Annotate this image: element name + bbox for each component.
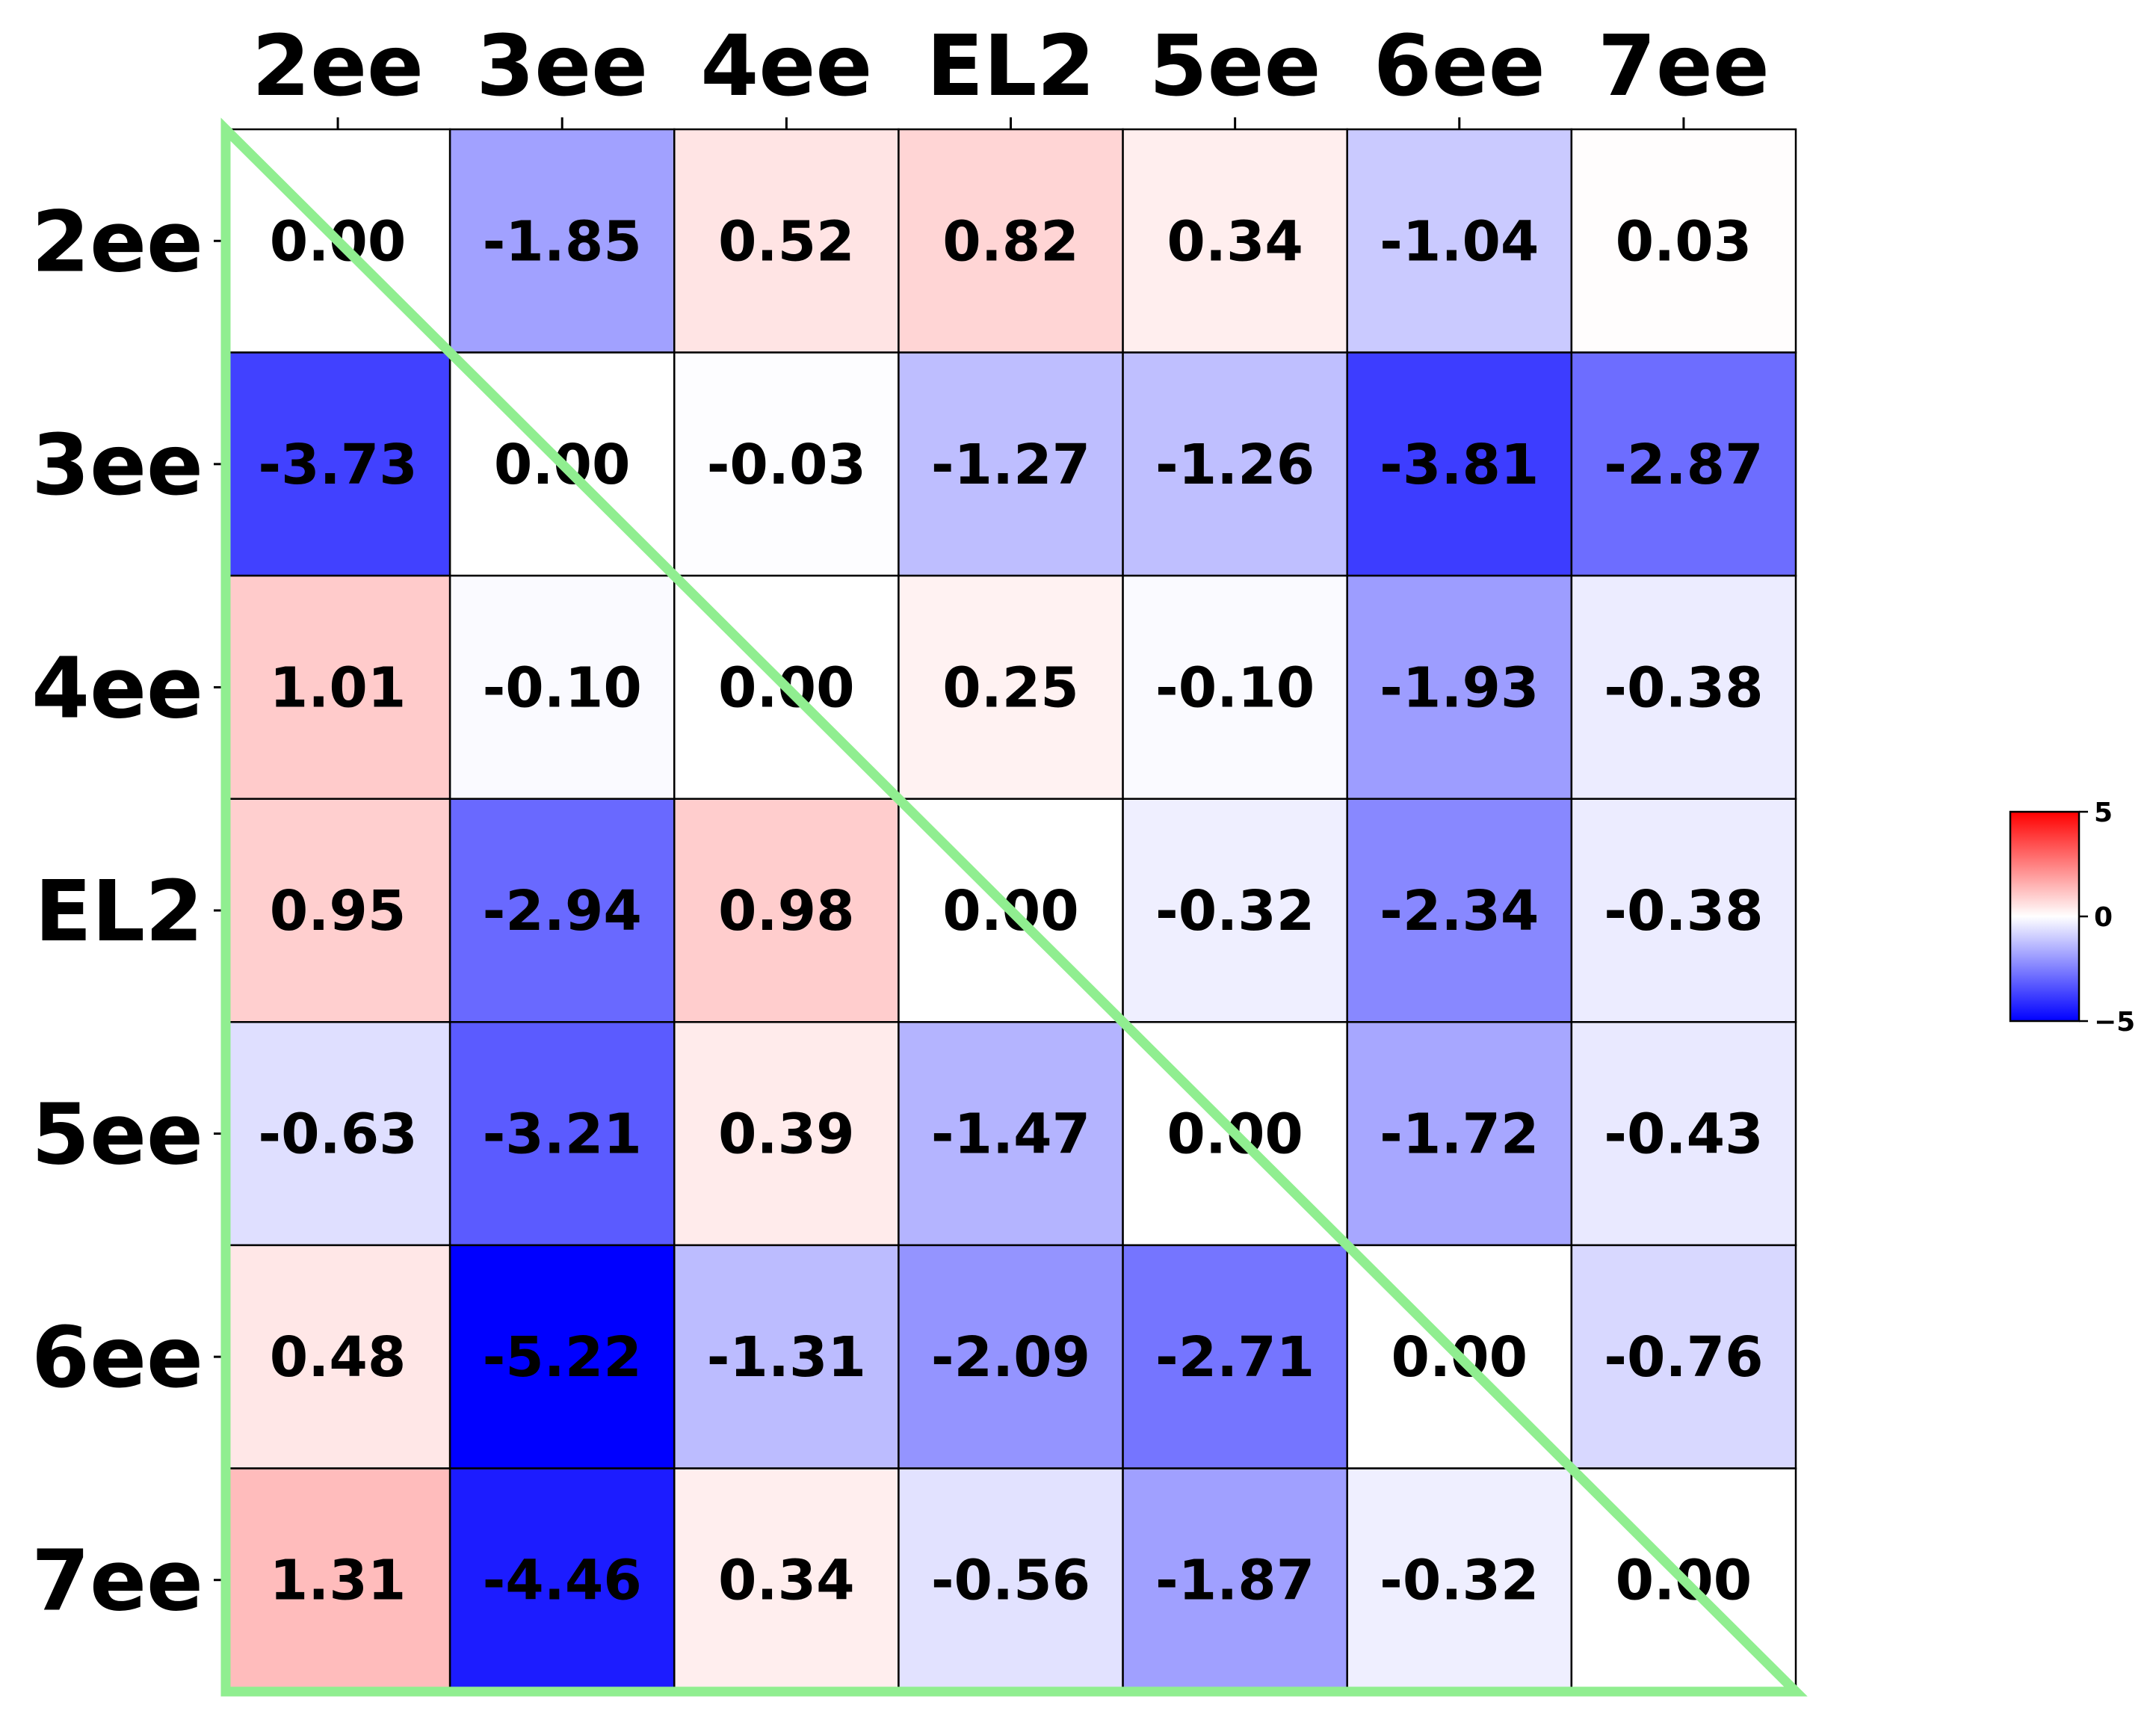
x-tick-label: 7ee	[1598, 18, 1770, 115]
cell-value-label: -1.87	[1155, 1549, 1315, 1613]
heatmap-cell-6ee-EL2	[898, 1244, 1124, 1470]
heatmap-cell-4ee-3ee	[448, 574, 676, 800]
heatmap-cell-7ee-EL2	[898, 1467, 1124, 1693]
heatmap-cell-7ee-4ee	[673, 1467, 900, 1693]
cell-value-label: -2.94	[483, 879, 642, 943]
cell-value-label: -0.56	[931, 1549, 1090, 1613]
heatmap-cell-6ee-5ee	[1122, 1244, 1348, 1470]
cell-value-label: 0.48	[270, 1325, 407, 1390]
cell-value-label: -1.27	[931, 433, 1090, 497]
cell-value-label: 0.34	[1167, 209, 1303, 274]
heatmap-cell-5ee-2ee	[224, 1021, 451, 1247]
cell-value-label: -0.43	[1604, 1103, 1763, 1167]
cell-value-label: -1.26	[1155, 433, 1315, 497]
cell-value-label: -3.81	[1380, 433, 1539, 497]
y-tick-label: 5ee	[31, 1087, 203, 1184]
lower-triangle-highlight	[220, 117, 1808, 1697]
cell-value-label: 0.34	[718, 1549, 855, 1613]
heatmap-cell-4ee-5ee	[1122, 574, 1348, 800]
heatmap-cell-2ee-7ee	[1570, 128, 1797, 354]
heatmap-cell-6ee-3ee	[448, 1244, 676, 1470]
cell-value-label: -2.34	[1380, 879, 1539, 943]
cell-value-label: -5.22	[483, 1325, 642, 1390]
y-axis-ticks: 2ee 3ee 4ee EL2 5ee 6ee 7ee	[31, 194, 226, 1630]
cell-value-label: 0.52	[718, 209, 855, 274]
heatmap-cell-6ee-4ee	[673, 1244, 900, 1470]
cell-value-label: 0.95	[270, 879, 407, 943]
colorbar: 5 0 −5	[2009, 798, 2135, 1038]
cell-value-label: 0.39	[718, 1103, 855, 1167]
cell-value-label: -0.38	[1604, 879, 1763, 943]
cell-value-label: -1.47	[931, 1103, 1090, 1167]
heatmap-cell-2ee-4ee	[673, 128, 900, 354]
cell-value-label: -0.76	[1604, 1325, 1763, 1390]
heatmap-cell-2ee-6ee	[1346, 128, 1573, 354]
cell-value-label: -4.46	[483, 1549, 642, 1613]
cell-value-label: -1.85	[483, 209, 642, 274]
heatmap-cell-3ee-6ee	[1346, 351, 1573, 577]
heatmap-cell-5ee-EL2	[898, 1021, 1124, 1247]
heatmap-cell-3ee-5ee	[1122, 351, 1348, 577]
x-tick-label: 4ee	[700, 18, 872, 115]
x-tick-label: EL2	[927, 18, 1096, 115]
y-tick-label: 2ee	[31, 194, 203, 291]
heatmap-cell-4ee-2ee	[224, 574, 451, 800]
x-tick-label: 3ee	[476, 18, 648, 115]
cell-value-label: 0.98	[718, 879, 855, 943]
cell-value-label: 1.01	[270, 656, 407, 720]
heatmap-cell-4ee-EL2	[898, 574, 1124, 800]
cell-value-label: -0.38	[1604, 656, 1763, 720]
cell-value-label: 0.25	[942, 656, 1079, 720]
cell-value-label: -0.63	[258, 1103, 417, 1167]
y-tick-label: EL2	[34, 863, 203, 961]
heatmap-cell-EL2-4ee	[673, 798, 900, 1023]
colorbar-tick-label: −5	[2094, 1007, 2135, 1038]
y-tick-label: 3ee	[31, 417, 203, 514]
cell-value-label: -0.10	[1155, 656, 1315, 720]
heatmap-cell-EL2-6ee	[1346, 798, 1573, 1023]
heatmap-cell-EL2-7ee	[1570, 798, 1797, 1023]
cell-value-label: -0.32	[1155, 879, 1315, 943]
x-axis-ticks: 2ee 3ee 4ee EL2 5ee 6ee 7ee	[252, 18, 1770, 129]
cell-value-label: -0.03	[707, 433, 866, 497]
cell-value-label: 0.82	[942, 209, 1079, 274]
cell-value-label: -2.71	[1155, 1325, 1315, 1390]
cell-value-label: 0.03	[1616, 209, 1752, 274]
heatmap-cell-5ee-6ee	[1346, 1021, 1573, 1247]
heatmap-cell-2ee-5ee	[1122, 128, 1348, 354]
heatmap-cells: 0.00 -1.85 0.52 0.82 0.34 -1.04 0.03-3.73 0.00-…	[224, 128, 1797, 1693]
heatmap-cell-7ee-5ee	[1122, 1467, 1348, 1693]
cell-value-label: -1.93	[1380, 656, 1539, 720]
cell-value-label: -3.73	[258, 433, 417, 497]
x-tick-label: 6ee	[1374, 18, 1545, 115]
triangle-outline	[220, 117, 1808, 1697]
y-tick-label: 7ee	[31, 1533, 203, 1630]
y-tick-label: 4ee	[31, 640, 203, 737]
cell-value-label: 1.31	[270, 1549, 407, 1613]
x-tick-label: 5ee	[1149, 18, 1321, 115]
heatmap-cell-7ee-6ee	[1346, 1467, 1573, 1693]
cell-value-label: -0.32	[1380, 1549, 1539, 1613]
x-tick-label: 2ee	[252, 18, 424, 115]
cell-value-label: -1.31	[707, 1325, 866, 1390]
heatmap-cell-4ee-7ee	[1570, 574, 1797, 800]
cell-value-label: -1.72	[1380, 1103, 1539, 1167]
cell-value-label: -2.09	[931, 1325, 1090, 1390]
heatmap-cell-7ee-2ee	[224, 1467, 451, 1693]
heatmap-cell-5ee-7ee	[1570, 1021, 1797, 1247]
cell-value-label: -3.21	[483, 1103, 642, 1167]
cell-value-label: -2.87	[1604, 433, 1763, 497]
cell-value-label: -1.04	[1380, 209, 1539, 274]
heatmap-cell-3ee-7ee	[1570, 351, 1797, 577]
heatmap-cell-EL2-3ee	[448, 798, 676, 1023]
cell-value-label: -0.10	[483, 656, 642, 720]
colorbar-tick-label: 0	[2094, 902, 2113, 933]
colorbar-gradient	[2009, 810, 2081, 1023]
heatmap-cell-3ee-2ee	[224, 351, 451, 577]
y-tick-label: 6ee	[31, 1310, 203, 1407]
colorbar-tick-label: 5	[2094, 798, 2113, 828]
